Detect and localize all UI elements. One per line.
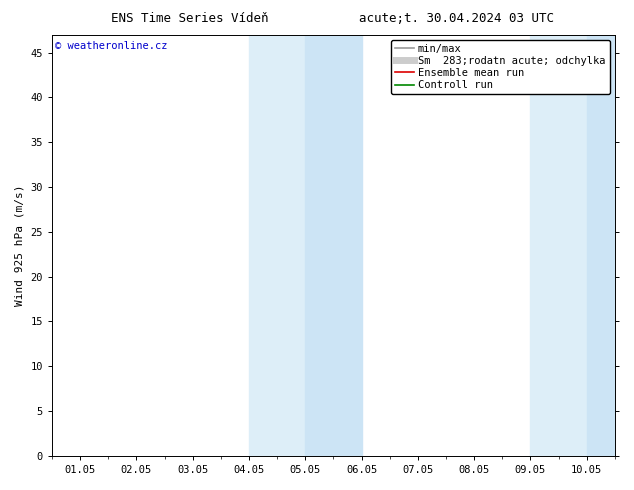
Bar: [306, 35, 361, 456]
Bar: [249, 35, 306, 456]
Legend: min/max, Sm  283;rodatn acute; odchylka, Ensemble mean run, Controll run: min/max, Sm 283;rodatn acute; odchylka, …: [391, 40, 610, 95]
Y-axis label: Wind 925 hPa (m/s): Wind 925 hPa (m/s): [15, 185, 25, 306]
Bar: [586, 35, 615, 456]
Bar: [531, 35, 586, 456]
Text: ENS Time Series Vídeň: ENS Time Series Vídeň: [112, 12, 269, 25]
Text: acute;t. 30.04.2024 03 UTC: acute;t. 30.04.2024 03 UTC: [359, 12, 554, 25]
Text: © weatheronline.cz: © weatheronline.cz: [55, 41, 167, 51]
